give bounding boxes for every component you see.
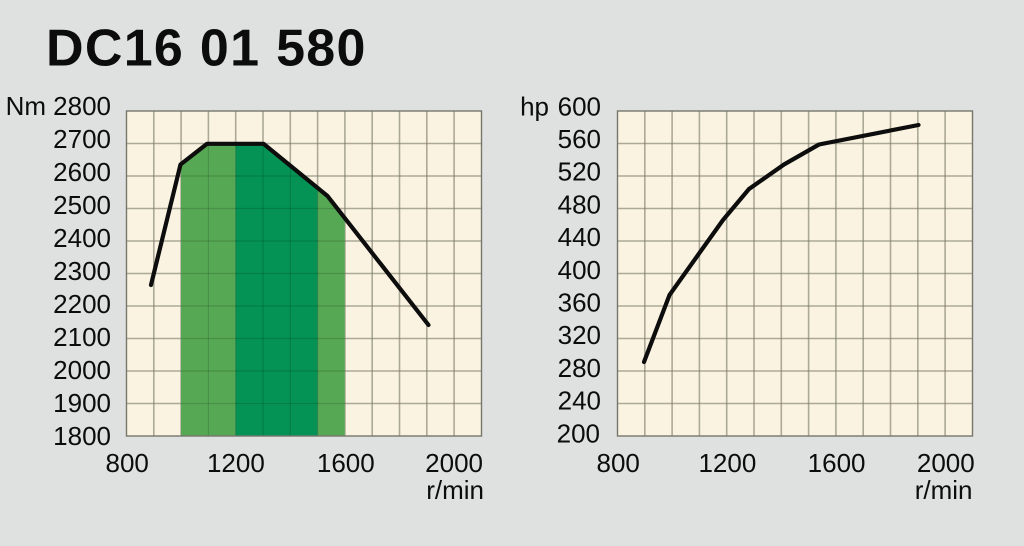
svg-text:800: 800 <box>597 448 640 478</box>
svg-text:2000: 2000 <box>53 355 111 385</box>
svg-text:440: 440 <box>558 222 601 252</box>
svg-text:560: 560 <box>558 124 601 154</box>
svg-text:240: 240 <box>558 386 601 416</box>
svg-text:DC16 01 580: DC16 01 580 <box>46 20 367 78</box>
svg-text:2000: 2000 <box>917 448 975 478</box>
svg-text:200: 200 <box>557 418 600 448</box>
svg-text:1600: 1600 <box>808 448 866 478</box>
svg-text:400: 400 <box>558 255 601 285</box>
svg-text:520: 520 <box>558 157 601 187</box>
svg-text:1600: 1600 <box>317 448 375 478</box>
svg-text:280: 280 <box>558 353 601 383</box>
svg-text:r/min: r/min <box>915 475 973 505</box>
svg-text:2200: 2200 <box>53 289 111 319</box>
svg-text:2100: 2100 <box>53 322 111 352</box>
svg-text:1800: 1800 <box>53 421 111 451</box>
svg-text:2600: 2600 <box>53 157 111 187</box>
svg-text:2700: 2700 <box>53 124 111 154</box>
svg-text:800: 800 <box>106 448 149 478</box>
svg-text:2000: 2000 <box>425 448 483 478</box>
svg-text:r/min: r/min <box>426 475 484 505</box>
svg-text:2800: 2800 <box>53 91 111 121</box>
svg-text:2300: 2300 <box>53 256 111 286</box>
svg-text:360: 360 <box>558 288 601 318</box>
svg-text:1200: 1200 <box>207 448 265 478</box>
svg-text:1200: 1200 <box>698 448 756 478</box>
svg-text:600: 600 <box>558 91 601 121</box>
svg-text:320: 320 <box>558 320 601 350</box>
svg-text:1900: 1900 <box>53 388 111 418</box>
svg-text:480: 480 <box>558 189 601 219</box>
svg-text:Nm: Nm <box>6 91 46 121</box>
svg-text:2500: 2500 <box>53 190 111 220</box>
svg-text:hp: hp <box>520 91 549 121</box>
svg-text:2400: 2400 <box>53 223 111 253</box>
